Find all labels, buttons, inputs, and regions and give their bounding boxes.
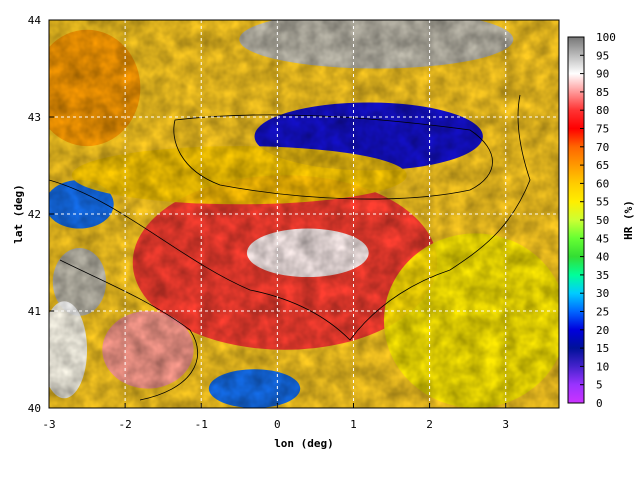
y-tick-label: 44 bbox=[28, 14, 42, 27]
colorbar-tick-label: 95 bbox=[596, 49, 609, 62]
colorbar-tick-label: 90 bbox=[596, 68, 609, 81]
colorbar-tick-label: 70 bbox=[596, 141, 609, 154]
coastline-contours bbox=[49, 94, 531, 401]
colorbar-tick-label: 80 bbox=[596, 104, 609, 117]
mountain-contour bbox=[173, 114, 493, 200]
colorbar-tick-label: 15 bbox=[596, 342, 609, 355]
colorbar-tick-label: 55 bbox=[596, 196, 609, 209]
colorbar-tick-label: 25 bbox=[596, 306, 609, 319]
x-tick-label: -2 bbox=[118, 418, 131, 431]
inland-contour bbox=[59, 259, 199, 401]
x-tick-label: -3 bbox=[42, 418, 55, 431]
y-tick-label: 43 bbox=[28, 111, 41, 124]
colorbar-tick-label: 100 bbox=[596, 31, 616, 44]
y-axis-label: lat (deg) bbox=[12, 184, 25, 244]
colorbar-tick-label: 65 bbox=[596, 159, 609, 172]
colorbar-tick-label: 30 bbox=[596, 287, 609, 300]
colorbar-tick-label: 20 bbox=[596, 324, 609, 337]
coastline-contour bbox=[49, 94, 531, 341]
colorbar-tick-label: 0 bbox=[596, 397, 603, 410]
colorbar-tick-label: 85 bbox=[596, 86, 609, 99]
grid-lines bbox=[49, 20, 559, 408]
colorbar-label: HR (%) bbox=[622, 200, 635, 240]
colorbar-tick-label: 50 bbox=[596, 214, 609, 227]
x-tick-label: 0 bbox=[274, 418, 281, 431]
colorbar-tick-label: 10 bbox=[596, 360, 609, 373]
x-axis-ticks: -3 -2 -1 0 1 2 3 bbox=[42, 403, 509, 431]
colorbar-tick-label: 75 bbox=[596, 123, 609, 136]
colorbar-tick-label: 5 bbox=[596, 379, 603, 392]
y-tick-label: 42 bbox=[28, 208, 41, 221]
x-axis-label: lon (deg) bbox=[274, 437, 334, 450]
colorbar-ticks: 0 5 10 15 20 25 30 35 40 45 50 55 60 65 70 75 80 85 90 95 10… bbox=[580, 31, 616, 410]
y-axis-ticks: 40 41 42 43 44 bbox=[28, 14, 54, 415]
colorbar-tick-label: 45 bbox=[596, 232, 609, 245]
x-tick-label: -1 bbox=[195, 418, 208, 431]
plot-area bbox=[48, 19, 560, 409]
x-tick-label: 2 bbox=[426, 418, 433, 431]
colorbar-tick-label: 40 bbox=[596, 251, 609, 264]
x-tick-label: 1 bbox=[350, 418, 357, 431]
x-tick-label: 3 bbox=[502, 418, 509, 431]
y-tick-label: 41 bbox=[28, 305, 41, 318]
colorbar-tick-label: 35 bbox=[596, 269, 609, 282]
colorbar-tick-label: 60 bbox=[596, 177, 609, 190]
colorbar: 0 5 10 15 20 25 30 35 40 45 50 55 60 65 70 75 80 85 90 95 10… bbox=[567, 31, 635, 410]
y-tick-label: 40 bbox=[28, 402, 41, 415]
